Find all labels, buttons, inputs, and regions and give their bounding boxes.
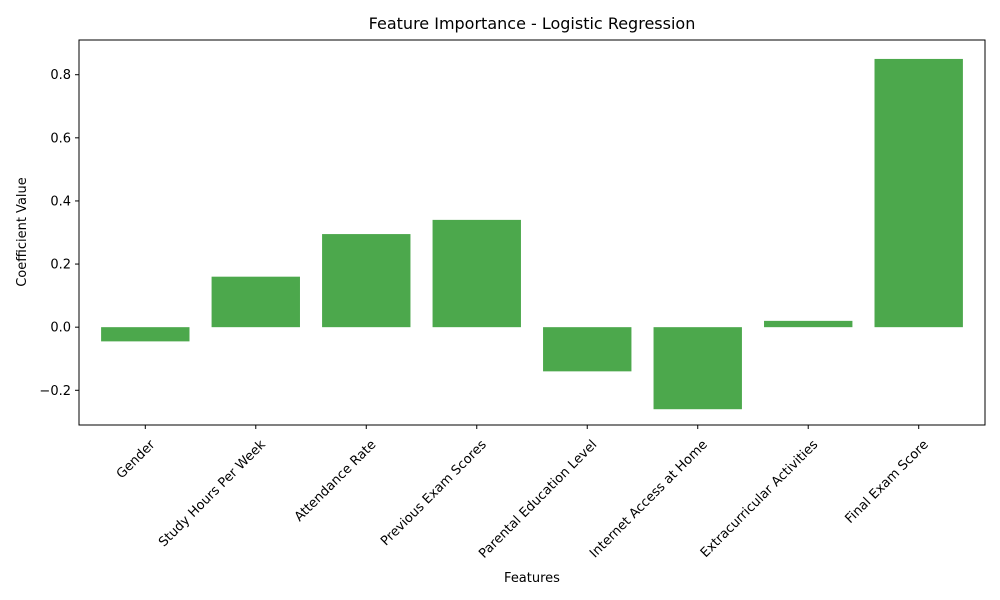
x-axis-label: Features [504, 571, 560, 586]
y-tick-label: 0.8 [50, 68, 71, 83]
x-tick-label: Parental Education Level [476, 437, 600, 561]
x-tick-label: Internet Access at Home [587, 437, 711, 561]
bar-1 [211, 276, 300, 328]
y-tick-label: 0.6 [50, 131, 71, 146]
bars-group [101, 58, 963, 410]
x-tick-label: Study Hours Per Week [156, 437, 269, 550]
x-tick-label: Extracurricular Activities [698, 437, 822, 561]
bar-4 [543, 327, 632, 372]
chart-title: Feature Importance - Logistic Regression [369, 14, 696, 33]
bar-5 [653, 327, 742, 410]
bar-0 [101, 327, 190, 342]
x-tick-label: Gender [114, 437, 159, 482]
y-tick-label: 0.2 [50, 258, 71, 273]
y-tick-label: −0.2 [39, 384, 71, 399]
plot-frame [78, 39, 986, 426]
y-tick-label: 0.4 [50, 194, 71, 209]
x-tick-label: Previous Exam Scores [378, 437, 490, 549]
y-axis-label: Coefficient Value [15, 177, 30, 287]
y-tick-label: 0.0 [50, 321, 71, 336]
bar-3 [432, 219, 521, 328]
y-axis-ticks: −0.2 0.0 0.2 0.4 0.6 0.8 [39, 68, 79, 399]
bar-2 [322, 234, 411, 328]
bar-7 [874, 58, 963, 328]
bar-6 [764, 320, 853, 328]
x-tick-label: Final Exam Score [843, 437, 932, 526]
x-tick-label: Attendance Rate [292, 437, 379, 524]
